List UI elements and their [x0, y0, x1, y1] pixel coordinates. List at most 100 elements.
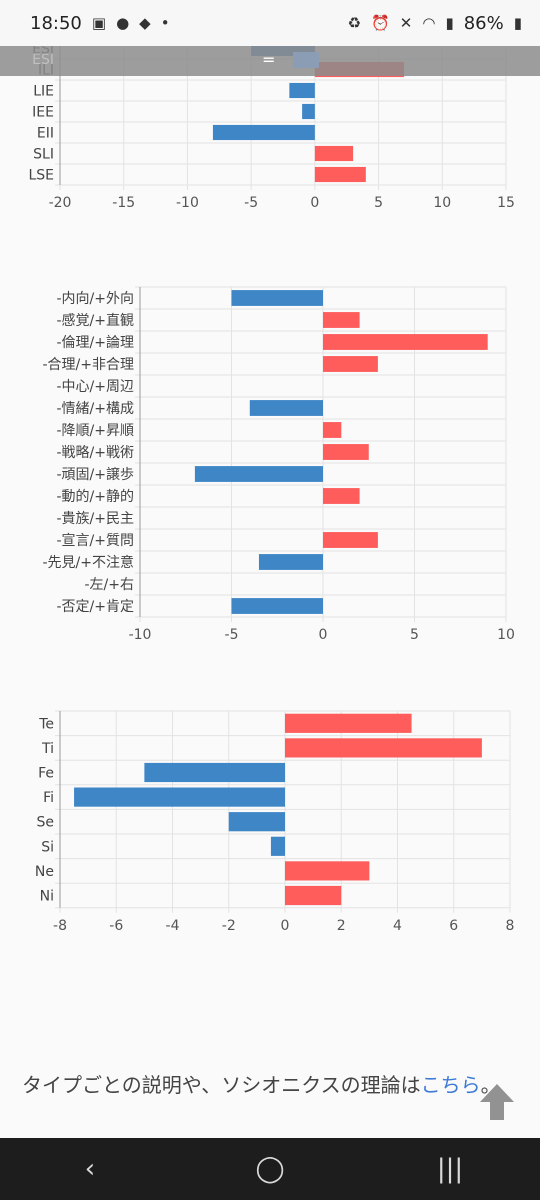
x-tick-label: -20: [49, 195, 72, 211]
category-label: Fe: [38, 766, 54, 782]
bar--戦略/+戦術: [323, 444, 369, 460]
category-label: Fi: [43, 790, 54, 806]
navigation-bar: ‹ ◯ |||: [0, 1138, 540, 1200]
battery-text: 86%: [463, 12, 504, 34]
bar--降順/+昇順: [323, 422, 342, 438]
category-label: EII: [37, 126, 54, 142]
category-label: -先見/+不注意: [43, 554, 135, 571]
category-label: LSE: [28, 168, 54, 184]
x-tick-label: -10: [176, 195, 199, 211]
x-tick-label: -5: [244, 195, 258, 211]
scroll-to-top-button[interactable]: [474, 1078, 520, 1124]
messenger-icon: ●: [116, 14, 130, 32]
category-label: -倫理/+論理: [57, 335, 135, 351]
arrow-up-icon: [480, 1084, 514, 1120]
category-label: SLI: [33, 147, 54, 163]
bar-LSE: [314, 166, 366, 183]
bar--感覚/+直観: [323, 312, 360, 328]
category-label: -合理/+非合理: [43, 357, 135, 373]
category-label: IEE: [32, 105, 54, 121]
sticky-header-overlay: ESI =: [0, 46, 540, 76]
category-label: -頑固/+譲歩: [57, 467, 135, 483]
x-tick-label: 10: [433, 195, 451, 211]
sticky-color-chip: [293, 52, 319, 68]
x-tick-label: 2: [337, 918, 346, 934]
gallery-icon: ▣: [91, 14, 107, 32]
x-tick-label: -2: [222, 918, 236, 934]
home-button[interactable]: ◯: [255, 1154, 285, 1184]
bar-SLI: [314, 145, 354, 162]
category-label: Se: [37, 815, 55, 831]
x-tick-label: 0: [281, 918, 290, 934]
category-label: Ti: [41, 741, 54, 757]
bar-Ti: [285, 738, 482, 758]
recents-button[interactable]: |||: [436, 1154, 464, 1184]
status-bar: 18:50 ▣ ● ◆ • ♻ ⏰ ✕ ◠ ▮ 86% ▮: [0, 0, 540, 46]
status-left: 18:50 ▣ ● ◆ •: [30, 13, 170, 34]
chart-dichotomies: -内向/+外向 -感覚/+直観 -倫理/+論理 -合理/+非合理 -中心/+周辺 -情緒/…: [0, 283, 540, 658]
dot-icon: •: [160, 14, 170, 32]
status-right: ♻ ⏰ ✕ ◠ ▮ 86% ▮: [348, 13, 522, 34]
category-label: Si: [41, 839, 54, 855]
bar--先見/+不注意: [258, 554, 323, 570]
back-button[interactable]: ‹: [84, 1154, 96, 1184]
x-tick-label: 5: [410, 627, 419, 643]
sticky-label: ESI: [32, 52, 54, 68]
description-text: タイプごとの説明や、ソシオニクスの理論はこちら。: [22, 1068, 522, 1102]
category-label: Te: [38, 716, 54, 732]
x-tick-label: -10: [129, 627, 152, 643]
x-tick-label: 8: [506, 918, 515, 934]
x-tick-label: -8: [53, 918, 67, 934]
x-tick-label: -4: [166, 918, 180, 934]
x-tick-label: 5: [374, 195, 383, 211]
category-label: -感覚/+直観: [57, 312, 135, 329]
recycle-icon: ♻: [347, 14, 362, 32]
theory-link[interactable]: こちら: [420, 1073, 481, 1097]
category-label: -戦略/+戦術: [57, 445, 135, 461]
category-label: LIE: [33, 84, 54, 100]
x-tick-label: -5: [225, 627, 239, 643]
description-prefix: タイプごとの説明や、ソシオニクスの理論は: [22, 1073, 421, 1097]
bar-Ni: [285, 885, 342, 906]
bar-Fe: [144, 762, 285, 783]
category-label: Ne: [35, 864, 54, 880]
bar-Fi: [74, 787, 285, 807]
fish-icon: ◆: [139, 14, 151, 32]
signal-icon: ▮: [445, 14, 454, 32]
bar--合理/+非合理: [323, 356, 378, 372]
x-tick-label: 0: [319, 627, 328, 643]
x-tick-label: -15: [112, 195, 135, 211]
chart-dichotomies-svg: -内向/+外向 -感覚/+直観 -倫理/+論理 -合理/+非合理 -中心/+周辺 -情緒/…: [43, 286, 515, 643]
bar--動的/+静的: [323, 488, 360, 504]
x-tick-label: 15: [497, 195, 515, 211]
x-tick-label: 6: [449, 918, 458, 934]
bar-Si: [270, 836, 285, 856]
bar--宣言/+質問: [323, 532, 378, 548]
bar--倫理/+論理: [323, 334, 488, 350]
bar-Te: [285, 713, 412, 733]
bar--情緒/+構成: [249, 400, 323, 416]
bar--頑固/+譲歩: [194, 466, 323, 482]
bar-EII: [212, 124, 315, 141]
x-tick-label: 10: [497, 627, 515, 643]
status-time: 18:50: [30, 12, 82, 34]
alarm-icon: ⏰: [371, 14, 390, 32]
battery-icon: ▮: [513, 14, 522, 32]
bar-Se: [228, 812, 285, 832]
sticky-symbol: =: [262, 50, 276, 69]
category-label: -中心/+周辺: [57, 379, 135, 395]
category-label: -降順/+昇順: [57, 423, 135, 439]
category-label: -宣言/+質問: [57, 533, 135, 549]
category-label: -否定/+肯定: [57, 599, 135, 615]
category-label: Ni: [40, 889, 54, 905]
category-label: -貴族/+民主: [57, 511, 135, 527]
chart-functions-svg: Te Ti Fe Fi Se Si Ne Ni -8 -6 -4 -2 0 2 4 6 8: [35, 710, 515, 934]
bar-LIE: [289, 82, 315, 99]
category-label: -内向/+外向: [57, 291, 135, 307]
category-label: -左/+右: [85, 577, 135, 593]
x-tick-label: 4: [393, 918, 402, 934]
bar-IEE: [302, 103, 315, 120]
bar-Ne: [285, 861, 370, 881]
category-label: -情緒/+構成: [57, 401, 135, 417]
wifi-icon: ◠: [422, 14, 436, 32]
